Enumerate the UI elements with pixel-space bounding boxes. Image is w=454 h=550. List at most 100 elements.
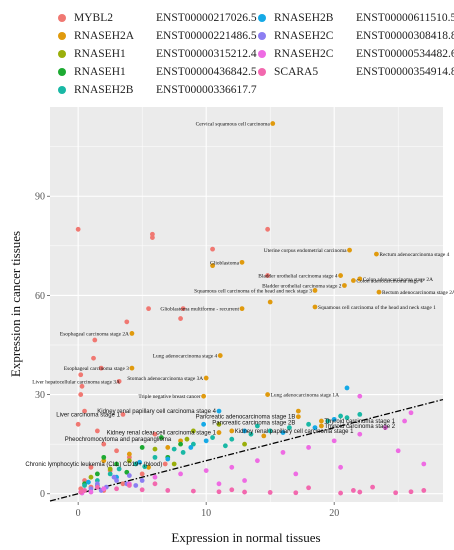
data-point <box>114 486 119 492</box>
data-point <box>338 464 343 470</box>
data-point <box>393 490 399 496</box>
y-tick-label: 60 <box>35 291 45 302</box>
data-point <box>267 428 273 434</box>
annotation-label: Glioblastoma <box>210 260 240 266</box>
x-tick-label: 0 <box>76 508 81 519</box>
legend-item: RNASEH1 ENST00000315212.4 <box>58 48 257 60</box>
data-point <box>190 428 196 434</box>
legend-item: RNASEH1 ENST00000436842.5 <box>58 66 257 78</box>
annotation-label: Chronic lymphocytic leukemia (CLL) CD19+… <box>25 462 162 468</box>
data-point <box>286 425 292 431</box>
data-point <box>222 443 228 449</box>
data-point <box>82 488 87 493</box>
data-point <box>82 483 87 488</box>
data-point <box>267 299 273 305</box>
data-point <box>242 428 247 434</box>
annotation-label: Glioblastoma multiforme - recurrent <box>160 306 239 313</box>
data-point <box>150 231 155 237</box>
data-point <box>216 481 222 487</box>
data-point <box>318 423 324 429</box>
y-axis-label: Expression in cancer tissues <box>8 231 23 377</box>
data-point <box>350 488 356 493</box>
data-point <box>239 259 245 265</box>
data-point <box>158 435 164 440</box>
data-point <box>210 435 215 440</box>
data-point <box>267 490 273 495</box>
data-point <box>133 461 139 467</box>
data-point <box>126 454 132 460</box>
data-point <box>184 436 190 442</box>
grid <box>50 107 443 502</box>
annotation-label: Kidney renal papillary cell carcinoma st… <box>235 429 354 435</box>
data-point <box>376 289 382 295</box>
data-point <box>280 430 286 435</box>
reference-line-path <box>49 398 444 502</box>
data-point <box>374 251 379 257</box>
data-point <box>370 484 375 490</box>
data-point <box>111 474 117 480</box>
data-point <box>165 488 171 493</box>
data-point <box>139 445 145 450</box>
data-point <box>295 408 301 414</box>
data-point <box>344 385 350 391</box>
legend-gene: RNASEH2A <box>74 30 135 42</box>
data-point <box>120 481 126 487</box>
data-point <box>152 454 158 460</box>
data-point <box>116 378 122 384</box>
data-point <box>152 431 158 437</box>
legend-transcript: ENST00000315212.4 <box>156 48 257 60</box>
data-point <box>270 121 276 126</box>
legend-gene: RNASEH1 <box>74 66 126 78</box>
data-point <box>229 487 235 493</box>
data-point <box>107 471 113 477</box>
legend-item: SCARA5 ENST00000354914.8 <box>258 66 454 78</box>
data-point <box>94 428 100 434</box>
legend-marker <box>58 86 66 94</box>
data-point <box>142 464 148 470</box>
data-point <box>216 489 222 495</box>
legend-item: RNASEH2B ENST00000611510.5 <box>258 12 454 24</box>
data-point <box>101 486 107 492</box>
annotation-label: Esophageal carcinoma stage 2A <box>60 331 129 337</box>
legend-marker <box>258 14 266 22</box>
legend-gene: RNASEH1 <box>74 48 126 60</box>
data-point <box>178 316 183 321</box>
annotation-label: Bladder urothelial carcinoma stage 4 <box>258 274 338 280</box>
annotation-label: Rectum adenocarcinoma stage 4 <box>379 252 449 258</box>
data-point <box>120 412 126 417</box>
data-point <box>357 489 363 495</box>
data-point <box>107 466 113 472</box>
data-point <box>421 488 427 493</box>
annotation-label: Stomach adenocarcinoma stage 3A <box>127 376 203 382</box>
y-tick-label: 0 <box>40 489 45 500</box>
data-point <box>306 445 311 450</box>
data-point <box>338 490 343 496</box>
data-point <box>101 458 107 464</box>
data-point <box>295 414 301 420</box>
data-point <box>126 483 132 488</box>
data-point <box>75 226 81 232</box>
data-point <box>114 478 119 483</box>
legend-transcript: ENST00000308418.8 <box>356 30 454 42</box>
legend-transcript: ENST00000436842.5 <box>156 66 257 78</box>
data-point <box>216 430 222 435</box>
annotation-label: Colon adenocarcinoma stage 1 <box>356 279 423 285</box>
data-point <box>312 304 318 310</box>
data-point <box>82 478 87 483</box>
annotation-label: Cervical squamous cell carcinoma <box>196 122 271 128</box>
legend-item: RNASEH2B ENST00000336617.7 <box>58 84 257 96</box>
legend-transcript: ENST00000217026.5 <box>156 12 257 24</box>
data-point <box>133 483 139 488</box>
data-point <box>242 441 247 447</box>
data-point <box>331 416 337 422</box>
data-point <box>94 484 100 490</box>
y-tick-label: 30 <box>35 390 45 401</box>
data-point <box>88 486 94 492</box>
data-point <box>139 478 145 483</box>
annotation-label: Rectum adenocarcinoma stage 2A <box>382 290 454 296</box>
data-point <box>421 461 427 467</box>
data-point <box>229 436 235 442</box>
data-point <box>152 474 158 480</box>
annotation-label: Pancreatic carcinoma stage 2B <box>212 421 295 427</box>
legend-marker <box>58 14 66 22</box>
